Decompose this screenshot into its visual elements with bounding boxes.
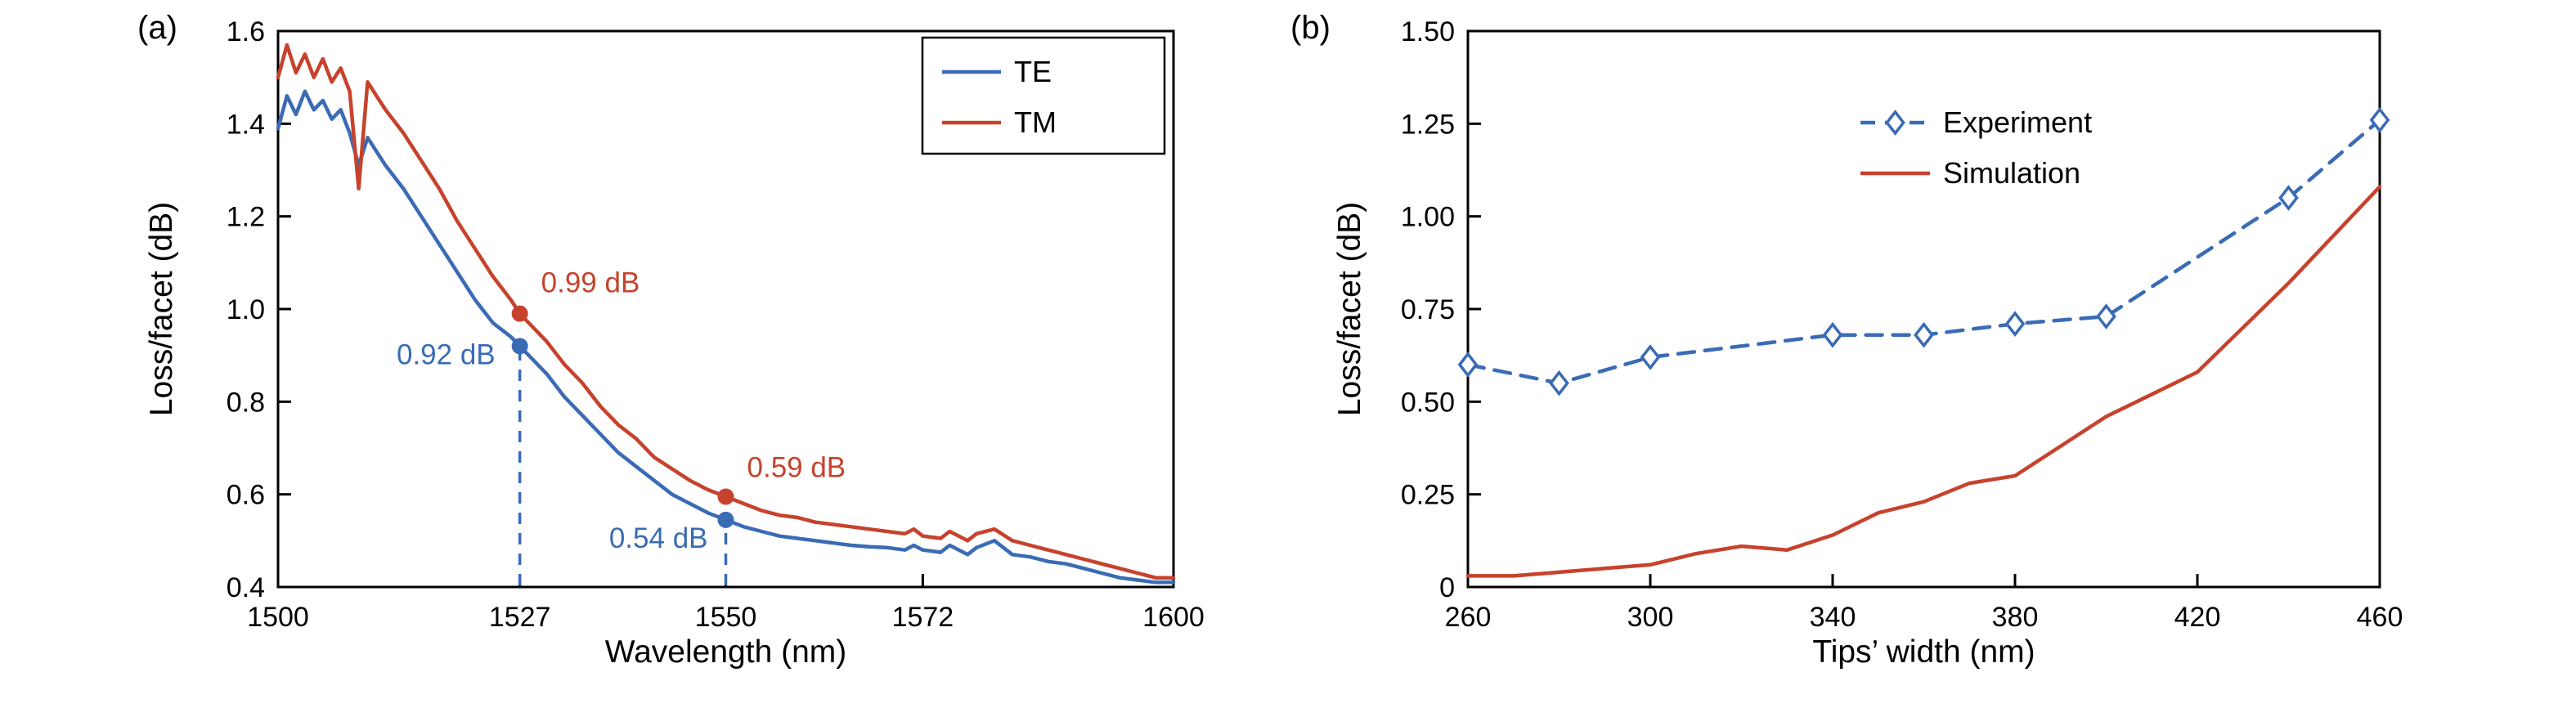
annotation-label: 0.54 dB bbox=[609, 522, 708, 554]
y-tick-label: 0.8 bbox=[227, 387, 265, 418]
legend-label-experiment: Experiment bbox=[1943, 105, 2092, 139]
series-experiment-marker bbox=[1640, 344, 1661, 370]
x-tick-label: 1572 bbox=[892, 602, 954, 633]
y-axis-label: Loss/facet (dB) bbox=[144, 202, 179, 416]
x-tick-label: 1500 bbox=[247, 602, 309, 633]
y-axis-label: Loss/facet (dB) bbox=[1332, 202, 1367, 416]
legend-label-tm: TM bbox=[1014, 105, 1057, 139]
y-tick-label: 0.6 bbox=[227, 480, 265, 511]
y-tick-label: 1.50 bbox=[1401, 16, 1455, 47]
series-te bbox=[276, 89, 1176, 585]
legend-label-te: TE bbox=[1014, 55, 1052, 88]
y-tick-label: 1.25 bbox=[1401, 109, 1455, 140]
y-tick-label: 1.0 bbox=[227, 294, 265, 325]
series-tm bbox=[276, 43, 1176, 580]
y-tick-label: 0.25 bbox=[1401, 480, 1455, 511]
panel-b-chart: 260 300 340 380 420 460 0 0.25 0.50 0.75 1.00 1.25 1… bbox=[1332, 16, 2403, 670]
y-tick-label: 1.00 bbox=[1401, 202, 1455, 233]
y-tick-label: 1.2 bbox=[227, 202, 265, 233]
series-experiment-marker bbox=[2278, 185, 2299, 211]
series-experiment-marker bbox=[2096, 303, 2116, 329]
y-tick-label: 0.50 bbox=[1401, 387, 1455, 418]
y-tick-label: 0.75 bbox=[1401, 294, 1455, 325]
y-tick-label: 0.4 bbox=[227, 572, 265, 603]
legend-marker-experiment bbox=[1885, 110, 1905, 136]
x-tick-label: 380 bbox=[1992, 602, 2039, 633]
x-axis-label: Wavelength (nm) bbox=[605, 634, 847, 670]
y-tick-label: 0 bbox=[1439, 572, 1455, 603]
x-axis-label: Tips’ width (nm) bbox=[1812, 634, 2035, 670]
y-tick-label: 1.6 bbox=[227, 16, 265, 47]
panel-a-label: (a) bbox=[137, 10, 177, 46]
annotation-dot bbox=[717, 488, 734, 505]
legend-label-simulation: Simulation bbox=[1943, 156, 2080, 190]
annotation-label: 0.99 dB bbox=[541, 267, 640, 299]
series-experiment-marker bbox=[2369, 106, 2390, 133]
x-tick-label: 420 bbox=[2174, 602, 2221, 633]
annotation-dot bbox=[511, 338, 528, 355]
y-tick-label: 1.4 bbox=[227, 109, 265, 140]
legend-box bbox=[921, 36, 1166, 155]
series-experiment-marker bbox=[2004, 311, 2026, 337]
x-tick-label: 1527 bbox=[489, 602, 551, 633]
series-simulation bbox=[1465, 185, 2382, 578]
annotation-label: 0.59 dB bbox=[747, 452, 846, 484]
x-tick-label: 300 bbox=[1627, 602, 1674, 633]
annotation-dot bbox=[717, 511, 734, 528]
series-experiment-marker bbox=[1914, 321, 1934, 348]
annotation-label: 0.92 dB bbox=[397, 338, 496, 370]
x-tick-label: 1550 bbox=[695, 602, 757, 633]
panel-b-label: (b) bbox=[1290, 10, 1331, 46]
panel-a-chart: 1500 1527 1550 1572 1600 0.4 0.6 0.8 1.0 1.2 1.4 1.… bbox=[144, 16, 1205, 670]
x-tick-label: 340 bbox=[1810, 602, 1856, 633]
annotation-dot bbox=[511, 305, 528, 322]
series-experiment-marker bbox=[1457, 352, 1479, 378]
series-experiment-marker bbox=[1549, 370, 1569, 397]
x-tick-label: 1600 bbox=[1142, 602, 1205, 633]
x-tick-label: 460 bbox=[2357, 602, 2403, 633]
x-tick-label: 260 bbox=[1445, 602, 1492, 633]
series-experiment-marker bbox=[1822, 321, 1843, 348]
